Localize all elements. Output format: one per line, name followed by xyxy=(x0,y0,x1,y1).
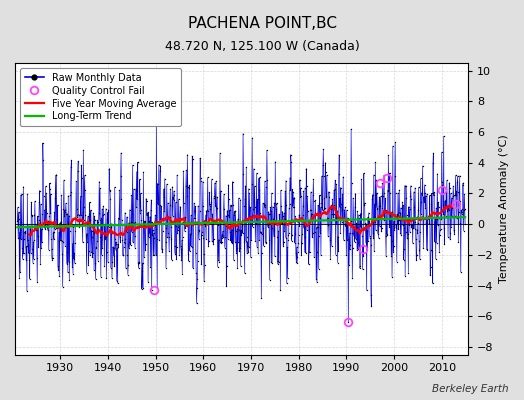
Text: 48.720 N, 125.100 W (Canada): 48.720 N, 125.100 W (Canada) xyxy=(165,40,359,53)
Legend: Raw Monthly Data, Quality Control Fail, Five Year Moving Average, Long-Term Tren: Raw Monthly Data, Quality Control Fail, … xyxy=(20,68,181,126)
Y-axis label: Temperature Anomaly (°C): Temperature Anomaly (°C) xyxy=(499,134,509,283)
Text: Berkeley Earth: Berkeley Earth xyxy=(432,384,508,394)
Text: PACHENA POINT,BC: PACHENA POINT,BC xyxy=(188,16,336,31)
